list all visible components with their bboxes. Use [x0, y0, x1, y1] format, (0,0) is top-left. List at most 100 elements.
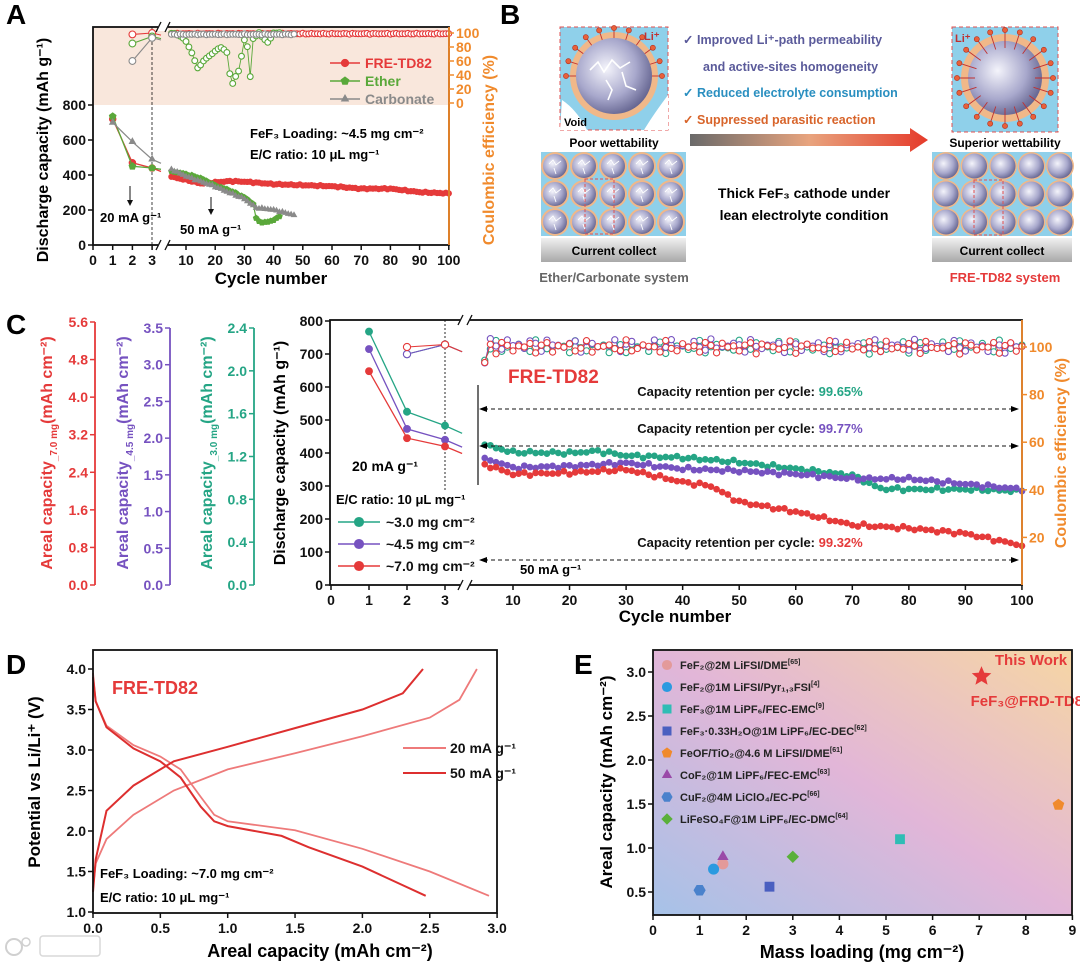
discharge-curve-20-ma-g [92, 672, 490, 897]
x-axis-tick-label: 0.5 [151, 920, 171, 936]
legend-label: FeOF/TiO₂@4.6 M LiFSI/DME[61] [680, 747, 842, 760]
capacity-point-4-5-mg-cm [877, 475, 884, 483]
ce-point-7-0-mg-cm [503, 341, 511, 349]
y-axis-tick-label: 3.0 [627, 664, 647, 680]
capacity-point-3-0-mg-cm [769, 460, 777, 468]
x-axis-tick-label: 3 [441, 592, 449, 608]
ce-point-7-0-mg-cm [616, 346, 625, 355]
ce-point-7-0-mg-cm [498, 338, 506, 347]
legend-marker [662, 726, 672, 736]
capacity-point-7-0-mg-cm [990, 537, 998, 545]
capacity-point-4-5-mg-cm [549, 462, 556, 470]
capacity-point-4-5-mg-cm [526, 463, 534, 471]
capacity-point-4-5-mg-cm [730, 467, 737, 475]
ce-line-7-0-mg-cm [406, 344, 463, 353]
y-axis-tick-label: 1.0 [627, 840, 647, 856]
capacity-point-7-0-mg-cm [651, 473, 658, 481]
capacity-point-7-0-mg-cm [882, 523, 890, 531]
ce-point-ether [128, 39, 137, 48]
capacity-point-3-0-mg-cm [684, 454, 692, 462]
capacity-point-4-5-mg-cm [962, 480, 969, 488]
li-ion [565, 58, 572, 65]
legend-label: ~4.5 mg cm⁻² [386, 536, 475, 552]
capacity-point-3-0-mg-cm [871, 482, 879, 490]
capacity-point-7-0-mg-cm [905, 524, 913, 532]
panel-label-b: B [500, 0, 520, 30]
areal-axis-tick-label: 0.4 [228, 534, 248, 550]
li-ion-path [989, 32, 997, 50]
legend-label-text: FeF₂@1M LiFSI/Pyr₁,₃FSI [680, 682, 811, 694]
capacity-point-3-0-mg-cm [617, 451, 624, 459]
capacity-point-4-5-mg-cm [826, 472, 834, 480]
capacity-point-4-5-mg-cm [588, 460, 596, 468]
legend-label: ~7.0 mg cm⁻² [386, 558, 475, 574]
capacity-point-7-0-mg-cm [894, 525, 901, 533]
ce-point-7-0-mg-cm [707, 341, 715, 350]
legend-marker [661, 768, 673, 778]
capacity-point-4-5-mg-cm [1012, 484, 1020, 492]
fef3-particle [659, 210, 683, 234]
zoom-box [584, 178, 615, 235]
rate-label-50: 50 mA g⁻¹ [520, 562, 581, 577]
x-axis-tick-label: 30 [618, 592, 634, 608]
capacity-point-4-5-mg-cm [752, 468, 760, 475]
legend-label: LiFeSO₄F@1M LiPF₆/EC-DMC[64] [680, 813, 848, 826]
capacity-point-7-0-mg-cm [656, 471, 664, 479]
capacity-point-3-0-mg-cm [877, 484, 884, 492]
legend-marker [661, 659, 673, 671]
capacity-point-3-0-mg-cm [922, 486, 930, 494]
capacity-line-carbonate [112, 122, 162, 164]
li-ion-path [959, 62, 977, 70]
capacity-point-4-5-mg-cm [724, 465, 732, 473]
li-ion [563, 73, 569, 79]
x-axis-tick-label: 0.0 [83, 920, 103, 936]
capacity-point-4-5-mg-cm [990, 483, 998, 490]
capacity-point-3-0-mg-cm [645, 452, 653, 460]
y2-axis-tick-label: 20 [1029, 529, 1045, 545]
areal-axis-tick-label: 3.0 [144, 357, 164, 373]
y-axis-tick-label: 300 [300, 478, 324, 494]
x-axis-tick-label: 60 [324, 252, 340, 268]
fef3-particle [1047, 153, 1073, 179]
capacity-point-carbonate [108, 117, 117, 125]
capacity-point-carbonate [179, 171, 187, 177]
retention-value: 99.65% [819, 384, 864, 399]
capacity-point-3-0-mg-cm [639, 454, 647, 462]
capacity-point-7-0-mg-cm [365, 367, 373, 376]
x-axis-tick-label: 0 [89, 252, 97, 268]
capacity-point-7-0-mg-cm [684, 479, 692, 486]
capacity-point-7-0-mg-cm [860, 520, 867, 527]
axis-break-mark [466, 314, 473, 326]
x-axis-tick-label: 2 [129, 252, 137, 268]
capacity-point-4-5-mg-cm [995, 484, 1003, 492]
capacity-point-7-0-mg-cm [673, 477, 681, 485]
areal-axis-title-sub: _4.5 mg [125, 424, 136, 462]
ce-point-7-0-mg-cm [842, 338, 851, 346]
fef3-particle [1019, 181, 1044, 207]
ce-point-4-5-mg-cm [944, 347, 953, 356]
li-ion-path [1022, 102, 1034, 118]
capacity-point-7-0-mg-cm [962, 530, 969, 537]
capacity-point-3-0-mg-cm [956, 485, 964, 493]
areal-axis-tick-label: 0.8 [228, 491, 248, 507]
y-axis-tick-label: 1.5 [627, 796, 647, 812]
legend-label: FeF₃·0.33H₂O@1M LiPF₆/EC-DEC[62] [680, 725, 867, 738]
li-ion-label: Li⁺ [955, 33, 971, 45]
capacity-point-carbonate [238, 193, 245, 200]
capacity-point-3-0-mg-cm [792, 465, 800, 472]
capacity-point-3-0-mg-cm [939, 487, 947, 495]
fef3-particle [572, 154, 596, 178]
fef3-particle [572, 210, 596, 234]
ce-point-ether [246, 73, 254, 81]
x-axis-tick-label: 10 [178, 252, 194, 268]
particle-grid-right [932, 152, 1074, 236]
legend-reference: [4] [811, 681, 820, 688]
capacity-point-4-5-mg-cm [509, 463, 517, 471]
ce-point-7-0-mg-cm [859, 346, 868, 354]
capacity-point-7-0-mg-cm [781, 505, 788, 512]
legend-marker [340, 76, 350, 85]
retention-text: Capacity retention per cycle: [637, 535, 818, 550]
fef3-particle [601, 154, 625, 178]
legend-reference: [65] [788, 659, 800, 666]
capacity-point-3-0-mg-cm [503, 448, 511, 456]
